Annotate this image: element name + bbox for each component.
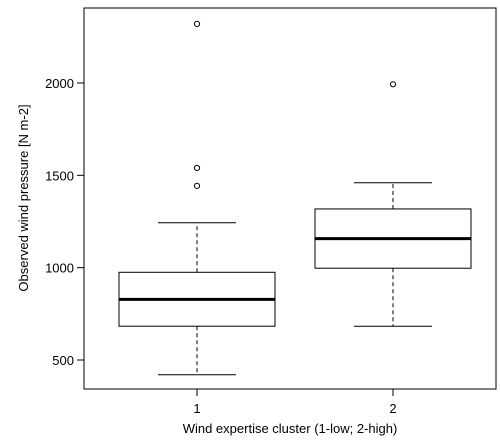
y-axis: 500 1000 1500 2000: [45, 76, 84, 368]
y-tick-label: 500: [52, 353, 74, 368]
box-1: [119, 21, 275, 374]
outlier-point: [194, 21, 199, 26]
y-tick-label: 2000: [45, 76, 74, 91]
x-axis-label: Wind expertise cluster (1-low; 2-high): [183, 421, 398, 436]
box-series: [119, 21, 471, 374]
y-tick-label: 1500: [45, 168, 74, 183]
box-2: [315, 82, 471, 327]
outlier-point: [194, 165, 199, 170]
outlier-point: [194, 183, 199, 188]
y-tick-label: 1000: [45, 261, 74, 276]
x-tick-label: 1: [193, 401, 200, 416]
y-axis-label: Observed wind pressure [N m-2]: [16, 104, 31, 291]
outlier-point: [390, 82, 395, 87]
x-tick-label: 2: [389, 401, 396, 416]
plot-frame: [84, 8, 496, 389]
